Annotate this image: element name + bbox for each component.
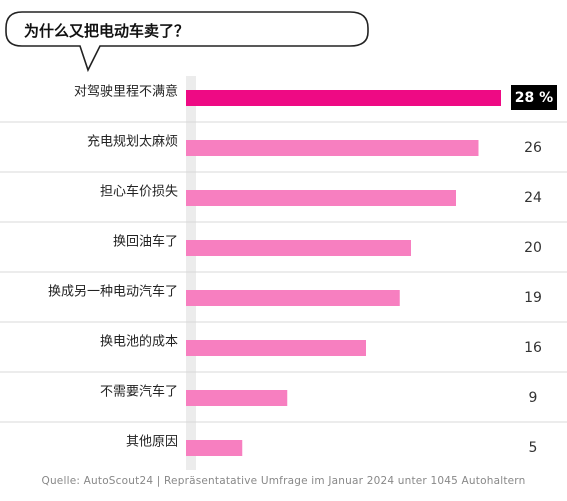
value-label: 28 % — [515, 90, 553, 106]
bar — [186, 440, 243, 456]
category-label: 换电池的成本 — [100, 334, 178, 350]
question-bubble: 为什么又把电动车卖了？ — [0, 0, 380, 80]
bar — [186, 90, 501, 106]
value-label: 20 — [524, 240, 542, 256]
bar — [186, 340, 366, 356]
category-label: 对驾驶里程不满意 — [74, 84, 178, 100]
bar — [186, 240, 411, 256]
value-label: 19 — [524, 290, 542, 306]
value-label: 9 — [529, 390, 538, 406]
category-label: 其他原因 — [126, 435, 178, 450]
source-note: Quelle: AutoScout24 | Repräsentatative U… — [41, 475, 526, 487]
bar — [186, 190, 456, 206]
category-label: 不需要汽车了 — [100, 384, 178, 400]
category-label: 担心车价损失 — [100, 184, 178, 200]
bar — [186, 390, 288, 406]
value-label: 16 — [524, 340, 542, 356]
value-label: 5 — [529, 440, 538, 456]
axis-strip — [186, 76, 196, 470]
category-label: 换回油车了 — [113, 234, 178, 250]
value-label-bg — [511, 85, 557, 110]
category-label: 换成另一种电动汽车了 — [48, 284, 178, 300]
bar — [186, 140, 479, 156]
category-label: 充电规划太麻烦 — [87, 134, 178, 150]
value-label: 24 — [524, 190, 542, 206]
value-label: 26 — [524, 140, 542, 156]
bar — [186, 290, 400, 306]
speech-bubble-shape — [5, 11, 369, 73]
chart-title: 为什么又把电动车卖了？ — [24, 22, 190, 40]
bar-chart: 对驾驶里程不满意 28 % 充电规划太麻烦 26 担心车价损失 24 换回油车了 20 换成另一… — [0, 76, 567, 470]
